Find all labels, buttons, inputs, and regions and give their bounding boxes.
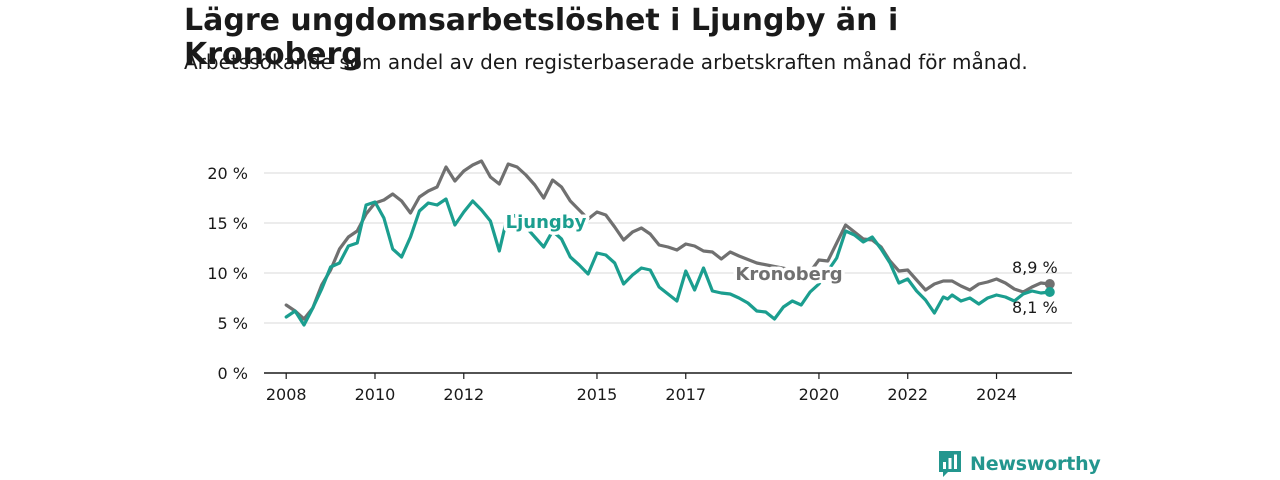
series-labels: 8,9 %8,1 %LjungbyLjungbyKronobergKronobe… — [502, 209, 1058, 318]
bar-chart-speech-bubble-icon — [939, 451, 961, 477]
x-tick-label: 2022 — [887, 385, 928, 404]
series-label-ljungby: Ljungby — [506, 212, 587, 233]
x-tick-label: 2020 — [799, 385, 840, 404]
brand-name: Newsworthy — [970, 453, 1101, 475]
y-tick-label: 5 % — [218, 314, 248, 333]
series-label-halo: Ljungby — [506, 212, 587, 233]
end-point-kronoberg — [1044, 279, 1055, 289]
x-tick-label: 2015 — [577, 385, 618, 404]
x-tick-label: 2010 — [355, 385, 396, 404]
series-line-kronoberg — [284, 159, 1052, 321]
series-label-halo: Kronoberg — [735, 264, 842, 285]
chart-subtitle: Arbetssökande som andel av den registerb… — [184, 50, 1028, 74]
series-lines — [284, 159, 1055, 327]
gridlines — [264, 172, 1072, 374]
y-tick-label: 0 % — [218, 364, 248, 383]
x-axis-ticks: 2008 2010 2012 2015 2017 2020 2022 2024 — [266, 373, 1017, 404]
y-tick-label: 10 % — [207, 264, 248, 283]
series-line-ljungby — [284, 197, 1052, 327]
y-axis-ticks: 0 % 5 % 10 % 15 % 20 % — [207, 164, 248, 383]
x-tick-label: 2017 — [665, 385, 706, 404]
y-tick-label: 15 % — [207, 214, 248, 233]
series-label-kronoberg: Kronoberg — [735, 264, 842, 285]
chart-title: Lägre ungdomsarbetslöshet i Ljungby än i… — [184, 3, 899, 72]
y-tick-label: 20 % — [207, 164, 248, 183]
end-value-label-kronoberg: 8,9 % — [1012, 258, 1058, 277]
x-tick-label: 2012 — [443, 385, 484, 404]
end-value-label-ljungby: 8,1 % — [1012, 298, 1058, 317]
x-tick-label: 2024 — [976, 385, 1017, 404]
end-point-ljungby — [1044, 287, 1055, 297]
x-tick-label: 2008 — [266, 385, 307, 404]
newsworthy-brand[interactable]: Newsworthy — [937, 449, 1101, 479]
